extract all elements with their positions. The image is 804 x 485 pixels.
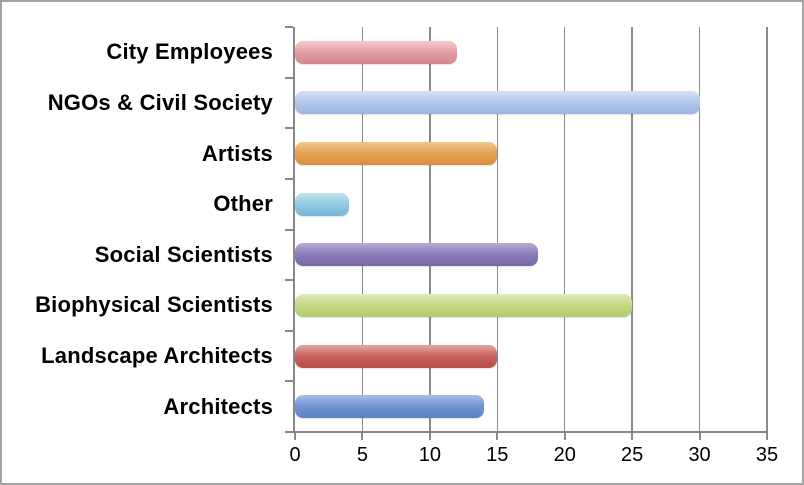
gridline-x-5 (361, 27, 364, 432)
bar-biophysical-scientists (295, 293, 633, 317)
x-tick-label-35: 35 (755, 444, 779, 466)
x-tick-0 (294, 432, 296, 440)
category-axis-labels: City Employees NGOs & Civil Society Artist… (2, 27, 283, 432)
x-tick-30 (698, 432, 701, 440)
y-tick (285, 127, 293, 130)
category-label-social-scientists: Social Scientists (94, 241, 273, 267)
x-tick-35 (766, 432, 768, 440)
x-tick-label-30: 30 (688, 444, 711, 466)
gridline-x-35 (766, 27, 768, 432)
y-tick (285, 177, 293, 180)
y-tick (285, 76, 293, 79)
bar-social-scientists (295, 243, 538, 267)
category-label-other: Other (213, 191, 273, 217)
x-tick-label-15: 15 (486, 444, 509, 466)
gridline-x-10 (429, 27, 431, 432)
category-label-ngos-civil-society: NGOs & Civil Society (47, 89, 273, 115)
bar-architects (295, 395, 484, 419)
x-axis-line (293, 431, 767, 433)
bar-city-employees (295, 40, 457, 64)
gridline-x-25 (631, 27, 633, 432)
category-label-artists: Artists (201, 140, 273, 166)
x-tick-label-20: 20 (553, 444, 576, 466)
x-tick-20 (563, 432, 566, 440)
plot-area (293, 27, 768, 433)
category-label-landscape-architects: Landscape Architects (41, 343, 273, 369)
y-tick (285, 431, 293, 433)
x-tick-label-5: 5 (356, 444, 368, 466)
y-tick (285, 329, 293, 332)
y-tick (285, 26, 293, 28)
x-tick-label-10: 10 (418, 444, 441, 466)
bar-other (295, 192, 349, 216)
y-tick (285, 228, 293, 231)
x-tick-25 (631, 432, 634, 440)
x-tick-10 (428, 432, 431, 440)
category-label-biophysical-scientists: Biophysical Scientists (35, 292, 273, 318)
bar-artists (295, 142, 498, 166)
bar-landscape-architects (295, 344, 498, 368)
x-tick-5 (361, 432, 364, 440)
gridline-x-20 (563, 27, 566, 432)
category-label-architects: Architects (163, 393, 273, 419)
y-tick (285, 279, 293, 282)
y-axis-line (293, 27, 295, 432)
gridline-x-30 (698, 27, 701, 432)
x-tick-label-25: 25 (621, 444, 644, 466)
bar-ngos-civil-society (295, 91, 700, 115)
gridline-x-15 (496, 27, 499, 432)
x-tick-15 (496, 432, 499, 440)
y-tick (285, 380, 293, 383)
x-tick-label-0: 0 (289, 444, 301, 466)
category-label-city-employees: City Employees (106, 39, 273, 65)
